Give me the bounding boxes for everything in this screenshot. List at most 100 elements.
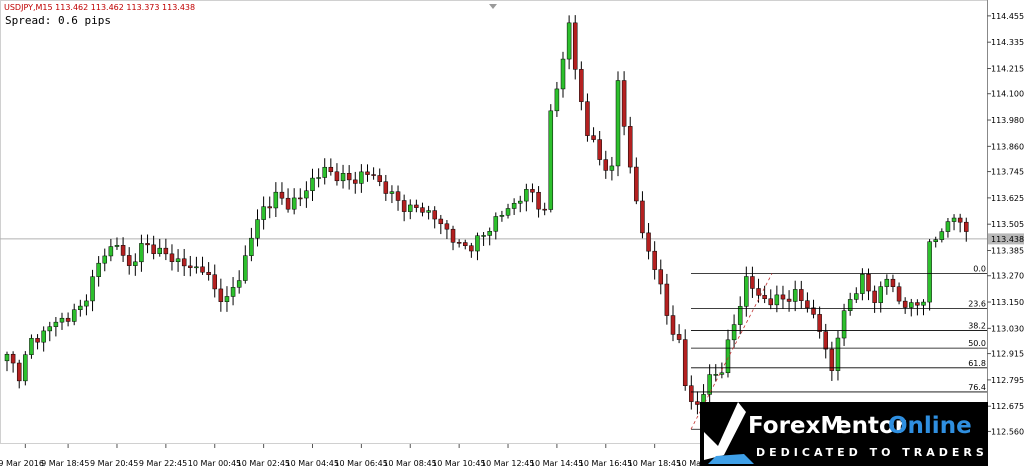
candle: [414, 199, 419, 213]
time-tick-label: 10 Mar 12:45: [481, 459, 534, 468]
time-tick-label: 10 Mar 06:45: [334, 459, 387, 468]
candle: [444, 220, 450, 239]
candle: [511, 198, 517, 215]
candle: [120, 237, 126, 262]
candle: [524, 183, 529, 212]
candle: [102, 248, 108, 272]
candle: [548, 104, 554, 213]
candle: [695, 391, 700, 415]
price-tick-label: 114.335: [991, 38, 1024, 47]
price-tick-label: 113.270: [991, 272, 1024, 281]
candle: [163, 238, 169, 261]
candle: [750, 266, 755, 298]
candle: [487, 227, 492, 246]
candle: [395, 185, 401, 211]
fib-level-label: 61.8: [968, 359, 986, 368]
candle: [615, 71, 621, 177]
candle: [310, 168, 315, 202]
candle: [365, 164, 370, 182]
candle: [78, 299, 83, 317]
candle: [456, 239, 462, 248]
candle: [707, 364, 712, 404]
candle: [902, 297, 908, 314]
candle: [463, 239, 468, 250]
candle: [35, 334, 40, 350]
fib-level-label: 76.4: [968, 383, 986, 392]
candle: [267, 196, 272, 219]
candle: [29, 334, 34, 359]
candle: [591, 127, 596, 143]
candle: [560, 51, 566, 98]
current-price-label: 113.438: [991, 235, 1024, 244]
candle: [689, 375, 694, 410]
candle: [340, 164, 346, 189]
candle: [157, 238, 162, 257]
candle: [133, 253, 138, 276]
time-tick-label: 9 Mar 20:45: [90, 459, 138, 468]
candle: [316, 168, 321, 188]
candle: [151, 235, 156, 260]
candle: [646, 223, 651, 260]
candle: [108, 238, 114, 262]
candle: [194, 256, 199, 274]
price-tick-label: 112.675: [991, 402, 1024, 411]
candles-layer: [4, 15, 969, 415]
candle: [432, 206, 437, 229]
candle: [603, 150, 609, 179]
price-tick-label: 113.980: [991, 116, 1024, 125]
price-tick-label: 112.915: [991, 350, 1024, 359]
candle: [243, 245, 248, 284]
candle: [854, 287, 859, 303]
candle: [597, 130, 602, 166]
chart-shift-marker-icon[interactable]: [489, 4, 497, 9]
candle: [291, 188, 297, 215]
candle: [279, 182, 285, 205]
candle: [811, 299, 816, 319]
candle: [389, 185, 395, 204]
candle: [408, 199, 413, 220]
spread-label: Spread: 0.6 pips: [5, 14, 111, 27]
candle: [805, 292, 810, 313]
candle: [823, 323, 828, 359]
price-tick-label: 113.385: [991, 247, 1024, 256]
logo-tagline: DEDICATED TO TRADERS: [756, 446, 988, 459]
time-tick-label: 10 Mar 14:45: [530, 459, 583, 468]
price-tick-label: 113.745: [991, 168, 1024, 177]
logo-name-part2: entor: [836, 413, 907, 439]
candle: [200, 256, 205, 275]
candle: [884, 274, 890, 295]
candle: [909, 298, 914, 317]
candle: [304, 181, 309, 208]
candle: [10, 351, 16, 373]
fib-trend-line[interactable]: [690, 273, 773, 430]
candle: [298, 188, 303, 207]
candle: [921, 299, 926, 316]
candle: [817, 306, 822, 339]
candle: [621, 71, 627, 136]
candle: [945, 218, 951, 238]
candle: [175, 249, 181, 272]
candle: [438, 214, 444, 235]
candle: [627, 116, 633, 174]
candle: [896, 282, 902, 305]
candle: [517, 195, 523, 213]
price-tick-label: 113.030: [991, 324, 1024, 333]
candle: [371, 167, 376, 180]
time-tick-label: 10 Mar 00:45: [188, 459, 241, 468]
candle: [542, 202, 547, 216]
candle: [670, 305, 676, 342]
candle: [762, 285, 767, 304]
fib-level-label: 38.2: [968, 322, 986, 331]
price-tick-label: 113.625: [991, 194, 1024, 203]
candle: [658, 259, 664, 295]
price-tick-label: 113.860: [991, 142, 1024, 151]
candle: [96, 256, 101, 287]
price-tick-label: 112.795: [991, 376, 1024, 385]
candle: [249, 227, 254, 262]
candle: [664, 273, 670, 325]
candle: [915, 299, 920, 316]
candle: [346, 165, 352, 190]
candle: [927, 239, 932, 311]
candle: [334, 163, 340, 186]
